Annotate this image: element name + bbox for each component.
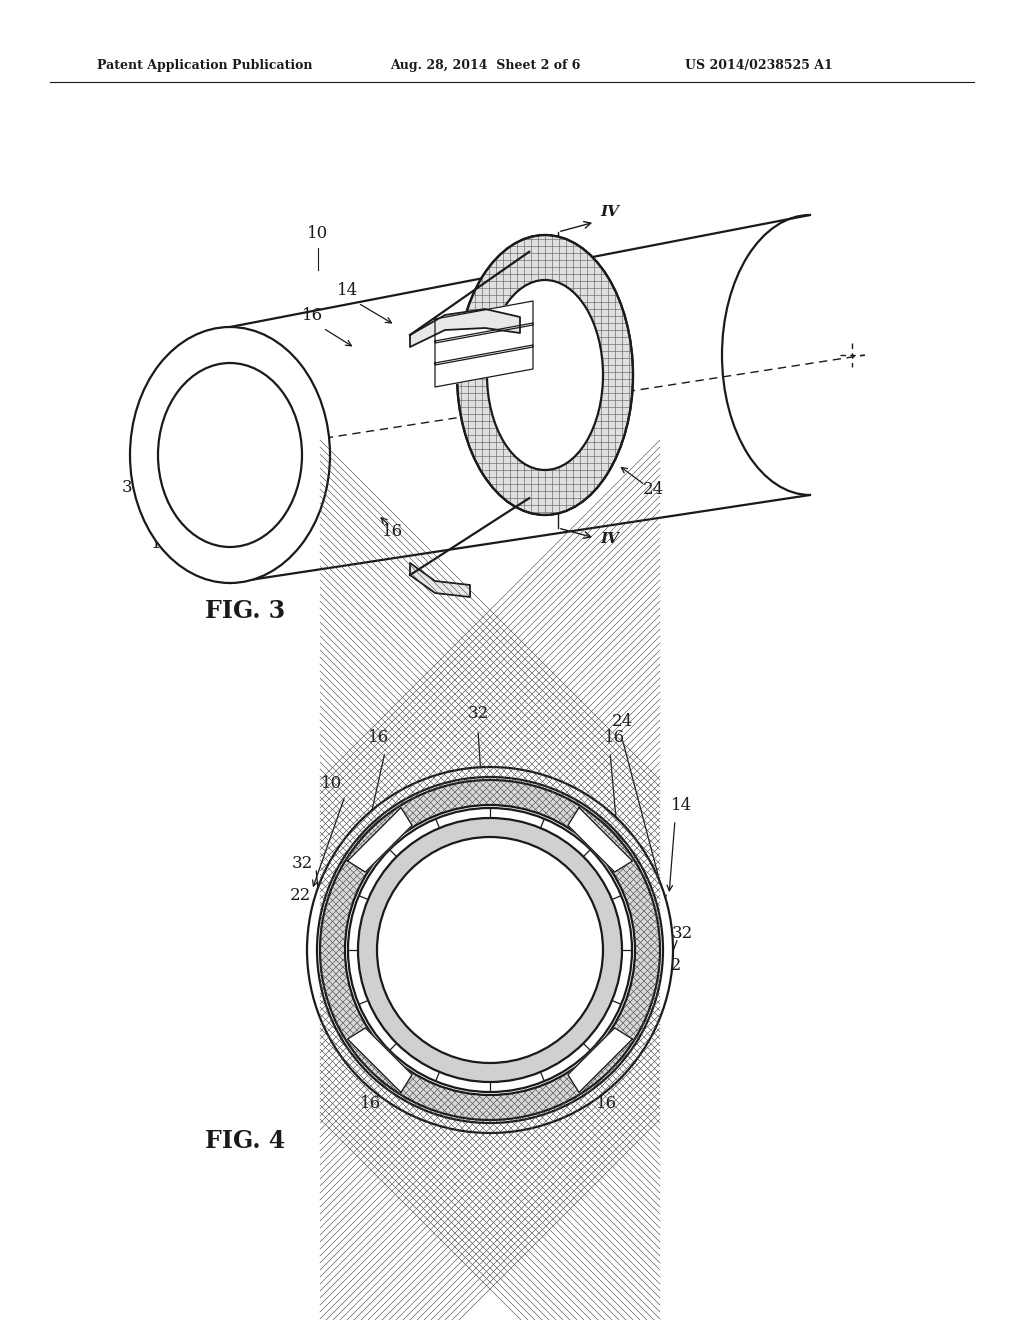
Text: FIG. 4: FIG. 4 — [205, 1129, 285, 1152]
Polygon shape — [347, 808, 412, 873]
Text: 10: 10 — [307, 224, 329, 242]
Text: 12: 12 — [662, 957, 683, 974]
Circle shape — [317, 777, 663, 1123]
Circle shape — [358, 818, 622, 1082]
Text: 10: 10 — [322, 775, 343, 792]
Text: 12: 12 — [132, 432, 154, 449]
Text: US 2014/0238525 A1: US 2014/0238525 A1 — [685, 58, 833, 71]
Text: 16: 16 — [381, 523, 402, 540]
Circle shape — [377, 837, 603, 1063]
Text: 14: 14 — [337, 282, 358, 300]
Text: 24: 24 — [642, 480, 664, 498]
Text: 16: 16 — [368, 729, 388, 746]
Polygon shape — [410, 564, 470, 597]
Text: 32: 32 — [467, 1107, 488, 1125]
Text: IV: IV — [600, 532, 618, 546]
Text: Aug. 28, 2014  Sheet 2 of 6: Aug. 28, 2014 Sheet 2 of 6 — [390, 58, 581, 71]
Text: 30: 30 — [122, 479, 142, 496]
Text: 20: 20 — [200, 440, 220, 455]
Circle shape — [319, 780, 660, 1119]
Text: 16: 16 — [595, 1096, 616, 1111]
Polygon shape — [410, 309, 520, 347]
Text: IV: IV — [600, 205, 618, 219]
Text: 20: 20 — [475, 944, 501, 962]
Text: 22: 22 — [290, 887, 310, 904]
Text: FIG. 3: FIG. 3 — [205, 599, 285, 623]
Polygon shape — [568, 1028, 633, 1093]
Text: 24: 24 — [611, 713, 633, 730]
Polygon shape — [347, 1028, 412, 1093]
Polygon shape — [435, 345, 534, 387]
Text: 16: 16 — [359, 1096, 381, 1111]
Ellipse shape — [457, 235, 633, 515]
Text: 22: 22 — [200, 348, 220, 366]
Circle shape — [345, 805, 635, 1096]
Text: 32: 32 — [672, 925, 692, 942]
Circle shape — [348, 808, 632, 1092]
Ellipse shape — [487, 280, 603, 470]
Polygon shape — [435, 301, 534, 343]
Text: 32: 32 — [467, 705, 488, 722]
Polygon shape — [568, 808, 633, 873]
Polygon shape — [435, 323, 534, 366]
Text: 32: 32 — [292, 855, 312, 873]
Text: Patent Application Publication: Patent Application Publication — [97, 58, 312, 71]
Text: 16: 16 — [302, 308, 324, 323]
Text: 14: 14 — [672, 797, 692, 814]
Text: 16: 16 — [603, 729, 625, 746]
Ellipse shape — [130, 327, 330, 583]
Circle shape — [307, 767, 673, 1133]
Text: 18: 18 — [152, 535, 173, 552]
